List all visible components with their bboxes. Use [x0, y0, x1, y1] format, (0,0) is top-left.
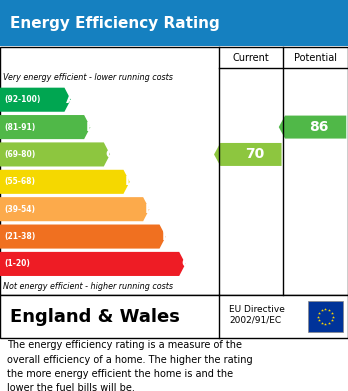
Bar: [0, 295, 348, 338]
Bar: [0, 0, 348, 46]
Text: Current: Current: [232, 53, 269, 63]
Text: EU Directive
2002/91/EC: EU Directive 2002/91/EC: [229, 305, 285, 325]
Text: 86: 86: [309, 120, 329, 134]
Bar: [0, 47, 348, 295]
Text: England & Wales: England & Wales: [10, 308, 180, 326]
Polygon shape: [0, 115, 90, 139]
Text: 70: 70: [245, 147, 264, 161]
Polygon shape: [214, 143, 282, 166]
Text: G: G: [181, 257, 192, 271]
Text: (92-100): (92-100): [4, 95, 41, 104]
Text: B: B: [86, 120, 96, 134]
Polygon shape: [279, 116, 346, 138]
Text: C: C: [105, 148, 115, 161]
Polygon shape: [0, 197, 149, 221]
Text: The energy efficiency rating is a measure of the
overall efficiency of a home. T: The energy efficiency rating is a measur…: [7, 340, 253, 391]
Polygon shape: [0, 142, 110, 167]
Text: E: E: [145, 203, 154, 216]
Polygon shape: [0, 224, 166, 249]
Text: (1-20): (1-20): [4, 259, 30, 269]
Text: (69-80): (69-80): [4, 150, 35, 159]
Text: D: D: [125, 175, 136, 188]
Text: Energy Efficiency Rating: Energy Efficiency Rating: [10, 16, 220, 30]
Text: F: F: [161, 230, 171, 243]
Polygon shape: [0, 88, 71, 112]
Text: (55-68): (55-68): [4, 177, 35, 187]
Text: Potential: Potential: [294, 53, 337, 63]
Text: Very energy efficient - lower running costs: Very energy efficient - lower running co…: [3, 73, 173, 82]
Text: (81-91): (81-91): [4, 122, 35, 132]
Text: Not energy efficient - higher running costs: Not energy efficient - higher running co…: [3, 282, 174, 291]
Text: (21-38): (21-38): [4, 232, 35, 241]
Text: A: A: [66, 93, 77, 106]
Polygon shape: [0, 170, 130, 194]
Polygon shape: [0, 252, 185, 276]
Bar: [308, 301, 343, 332]
Text: (39-54): (39-54): [4, 204, 35, 214]
